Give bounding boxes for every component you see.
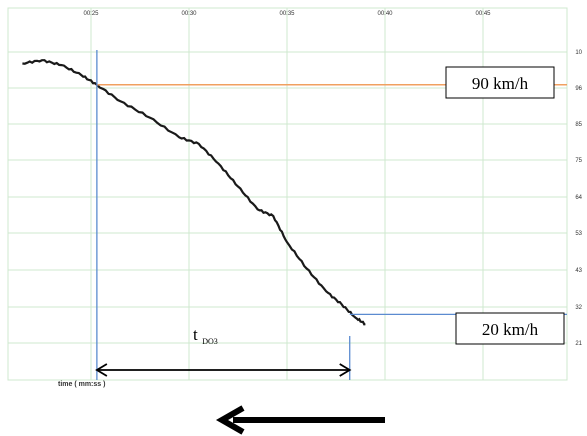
y-tick-label: 96: [575, 86, 582, 92]
x-tick-labels: 00:25 00:30 00:35 00:40 00:45: [83, 11, 491, 17]
x-axis-title: time ( mm:ss ): [58, 381, 105, 388]
x-tick-label: 00:25: [83, 11, 99, 17]
y-tick-label: 53: [575, 231, 582, 237]
speed-curve-line: [22, 59, 366, 326]
y-tick-label: 21: [575, 341, 582, 347]
x-tick-label: 00:35: [279, 11, 295, 17]
interval-label-sub: DO3: [202, 337, 218, 346]
y-tick-label: 75: [575, 158, 582, 164]
y-tick-label: 64: [575, 195, 582, 201]
x-tick-label: 00:30: [181, 11, 197, 17]
y-tick-label: 32: [575, 305, 582, 311]
interval-double-arrow: [95, 363, 352, 377]
interval-label: t DO3: [193, 325, 218, 346]
y-tick-label: 85: [575, 122, 582, 128]
direction-arrow: [215, 405, 385, 435]
label-90-text: 90 km/h: [472, 74, 529, 93]
label-20-text: 20 km/h: [482, 320, 539, 339]
x-tick-label: 00:40: [377, 11, 393, 17]
x-tick-label: 00:45: [475, 11, 491, 17]
y-tick-labels: 10 96 85 75 64 53 43 32 21: [575, 50, 582, 347]
y-tick-label: 43: [575, 268, 582, 274]
label-box-20: 20 km/h: [455, 312, 565, 345]
interval-label-main: t: [193, 325, 198, 344]
label-box-90: 90 km/h: [445, 66, 555, 99]
y-tick-label: 10: [575, 50, 582, 56]
